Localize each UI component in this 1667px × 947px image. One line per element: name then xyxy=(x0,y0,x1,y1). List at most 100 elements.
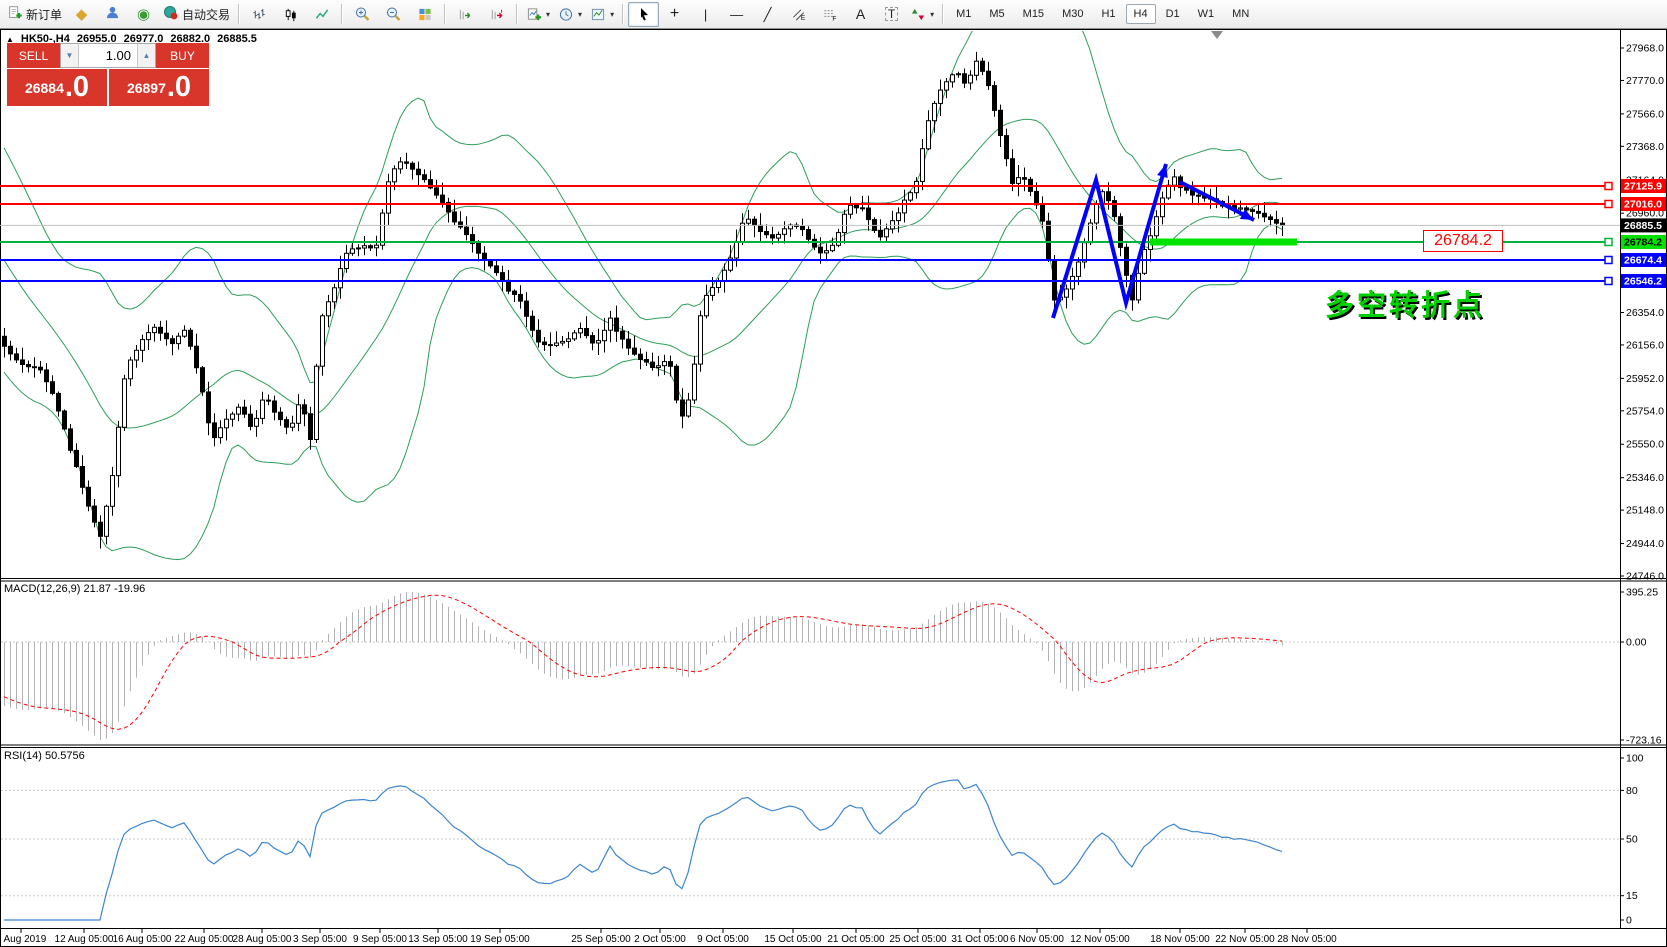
svg-text:27968.0: 27968.0 xyxy=(1626,43,1664,55)
chart-shift-button[interactable] xyxy=(481,2,512,27)
cursor-button[interactable] xyxy=(628,1,660,27)
rsi-indicator xyxy=(1,779,1619,921)
annotation-note-text[interactable]: 多空转折点 xyxy=(1325,290,1486,322)
new-order-label: 新订单 xyxy=(26,7,63,22)
one-click-trading-panel: SELL ▼ 1.00 ▲ BUY 26884 .0 26897 .0 xyxy=(7,43,209,106)
svg-text:6 Nov 05:00: 6 Nov 05:00 xyxy=(1010,934,1064,945)
text-button[interactable]: A xyxy=(845,2,876,27)
auto-trading-button[interactable]: 自动交易 xyxy=(159,2,234,27)
volume-increase-button[interactable]: ▲ xyxy=(137,44,155,67)
svg-text:9 Sep 05:00: 9 Sep 05:00 xyxy=(353,934,407,945)
support-highlight-bar[interactable] xyxy=(1150,238,1297,246)
toolbar-separator xyxy=(238,4,241,24)
zoom-out-icon xyxy=(387,7,401,21)
signals-button[interactable]: ◉ xyxy=(128,2,159,27)
dropdown-caret-icon: ▾ xyxy=(930,9,935,19)
new-order-icon xyxy=(7,5,23,23)
zoom-in-button[interactable] xyxy=(347,2,378,27)
buy-price-button[interactable]: 26897 .0 xyxy=(109,69,209,106)
svg-text:26156.0: 26156.0 xyxy=(1626,339,1664,351)
profile-icon xyxy=(105,5,120,23)
svg-text:26354.0: 26354.0 xyxy=(1626,307,1664,319)
panel-collapse-icon[interactable]: ▲ xyxy=(6,34,14,44)
timeframe-H1-button[interactable]: H1 xyxy=(1101,8,1116,20)
macd-axis: 395.25 0.00 -723.16 xyxy=(1620,587,1662,747)
current-price-axis-label: 26885.5 xyxy=(1621,218,1666,233)
timeframe-M5-button[interactable]: M5 xyxy=(989,8,1005,20)
timeframe-W1-button[interactable]: W1 xyxy=(1197,8,1215,20)
bollinger-bands xyxy=(3,31,1283,561)
sell-button[interactable]: SELL xyxy=(7,43,60,68)
zoom-out-button[interactable] xyxy=(378,2,409,27)
toolbar-separator xyxy=(622,4,625,24)
timeframe-M15-button[interactable]: M15 xyxy=(1022,8,1045,20)
svg-text:27125.9: 27125.9 xyxy=(1624,180,1662,192)
svg-text:26885.5: 26885.5 xyxy=(1624,220,1662,232)
market-watch-button[interactable] xyxy=(97,2,128,27)
dropdown-caret-icon: ▾ xyxy=(578,9,583,19)
volume-input[interactable]: 1.00 xyxy=(105,48,131,63)
text-icon: A xyxy=(855,6,866,22)
svg-text:100: 100 xyxy=(1626,753,1644,765)
svg-text:31 Oct 05:00: 31 Oct 05:00 xyxy=(951,934,1009,945)
svg-text:26546.2: 26546.2 xyxy=(1624,275,1662,287)
volume-decrease-button[interactable]: ▼ xyxy=(61,44,79,67)
metaeditor-button[interactable]: ◆ xyxy=(66,2,97,27)
arrows-button[interactable]: ▾ xyxy=(907,2,938,27)
toolbar: 新订单 ◆ ◉ 自动交易 ▾ ▾ ▾ + | — ╱ E F A T ▾ M1 M… xyxy=(0,0,1667,29)
svg-text:9 Oct 05:00: 9 Oct 05:00 xyxy=(697,934,749,945)
timeframe-M30-button[interactable]: M30 xyxy=(1062,8,1084,20)
periods-button[interactable]: ▾ xyxy=(554,2,586,27)
indicators-button[interactable]: ▾ xyxy=(522,2,554,27)
arrows-icon xyxy=(912,8,925,20)
timeframe-MN-button[interactable]: MN xyxy=(1232,8,1250,20)
price-level-axis-label: 27016.0 xyxy=(1621,197,1666,212)
svg-text:24944.0: 24944.0 xyxy=(1626,538,1664,550)
macd-indicator xyxy=(1,592,1619,740)
toolbar-separator xyxy=(942,4,945,24)
trendline-button[interactable]: ╱ xyxy=(752,2,783,27)
indicators-icon xyxy=(527,7,542,20)
svg-text:27566.0: 27566.0 xyxy=(1626,108,1664,120)
price-callout-text-object[interactable]: 26784.2 xyxy=(1423,230,1503,252)
timeframe-H4-button[interactable]: H4 xyxy=(1125,4,1156,24)
rsi-indicator-label: RSI(14) 50.5756 xyxy=(4,750,85,762)
equidistant-channel-button[interactable]: E xyxy=(783,2,814,27)
chart-shift-icon xyxy=(491,9,503,19)
bar-chart-icon xyxy=(252,8,265,19)
horizontal-level-lines[interactable] xyxy=(0,181,1613,286)
crosshair-button[interactable]: + xyxy=(659,2,690,27)
timeframe-M1-button[interactable]: M1 xyxy=(956,8,972,20)
svg-text:3 Sep 05:00: 3 Sep 05:00 xyxy=(293,934,347,945)
fibonacci-button[interactable]: F xyxy=(814,2,845,27)
buy-button[interactable]: BUY xyxy=(156,43,209,68)
candlestick-chart-button[interactable] xyxy=(275,2,306,27)
line-chart-button[interactable] xyxy=(306,2,337,27)
chart-shift-marker-icon[interactable] xyxy=(1211,31,1223,39)
auto-trading-label: 自动交易 xyxy=(182,7,231,22)
svg-text:13 Sep 05:00: 13 Sep 05:00 xyxy=(408,934,468,945)
sell-price-button[interactable]: 26884 .0 xyxy=(7,69,107,106)
vertical-line-button[interactable]: | xyxy=(690,2,721,27)
zigzag-arrow-annotation[interactable] xyxy=(1051,163,1255,319)
svg-text:12 Aug 05:00: 12 Aug 05:00 xyxy=(55,934,114,945)
svg-text:0.00: 0.00 xyxy=(1626,637,1647,649)
sell-price: 26884 xyxy=(24,79,64,96)
svg-text:26784.2: 26784.2 xyxy=(1624,236,1662,248)
tile-windows-button[interactable] xyxy=(409,2,440,27)
auto-scroll-icon xyxy=(459,9,471,19)
auto-scroll-button[interactable] xyxy=(450,2,481,27)
templates-button[interactable]: ▾ xyxy=(586,2,618,27)
horizontal-line-button[interactable]: — xyxy=(721,2,752,27)
macd-indicator-label: MACD(12,26,9) 21.87 -19.96 xyxy=(4,583,146,595)
price-level-axis-label: 26674.4 xyxy=(1621,252,1666,267)
new-order-button[interactable]: 新订单 xyxy=(3,2,66,27)
bar-chart-button[interactable] xyxy=(244,2,275,27)
time-axis: 6 Aug 2019 12 Aug 05:00 16 Aug 05:00 22 Aug… xyxy=(0,929,1337,945)
text-label-button[interactable]: T xyxy=(876,2,907,27)
svg-text:24746.0: 24746.0 xyxy=(1626,571,1664,583)
svg-text:21 Oct 05:00: 21 Oct 05:00 xyxy=(827,934,885,945)
timeframe-D1-button[interactable]: D1 xyxy=(1165,8,1180,20)
toolbar-separator xyxy=(516,4,519,24)
